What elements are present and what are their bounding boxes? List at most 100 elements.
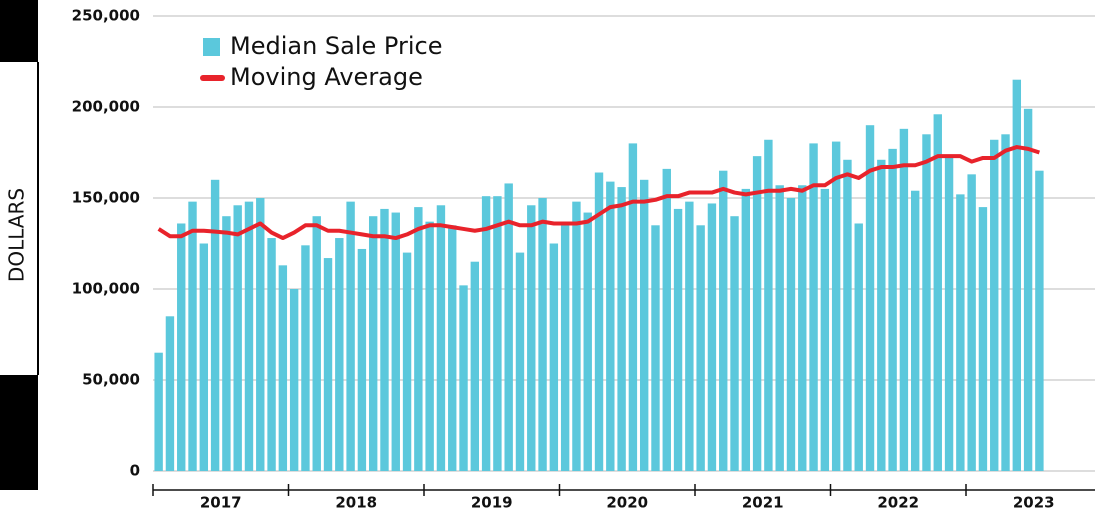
y-tick-label: 0 <box>130 462 140 480</box>
bar <box>730 216 739 471</box>
bar <box>798 185 807 471</box>
bar <box>402 252 412 471</box>
bar <box>696 225 705 471</box>
bar <box>210 179 220 472</box>
bar <box>809 143 818 471</box>
bar <box>504 183 513 471</box>
bar <box>933 114 942 471</box>
bar <box>922 134 931 472</box>
bar <box>368 216 378 471</box>
bar <box>1001 134 1010 472</box>
bar <box>233 205 242 471</box>
bar <box>312 216 321 471</box>
bar <box>1035 170 1044 471</box>
bar <box>199 243 209 471</box>
bar <box>470 261 480 471</box>
bar <box>391 212 400 471</box>
bar <box>865 125 875 471</box>
y-tick-label: 150,000 <box>72 189 140 207</box>
bar <box>831 141 841 471</box>
bar <box>594 172 604 471</box>
bar <box>414 207 423 471</box>
bar <box>436 205 446 471</box>
bar <box>188 201 197 471</box>
bar <box>752 156 762 471</box>
bar <box>617 187 626 471</box>
x-tick-label: 2018 <box>335 494 377 512</box>
bar <box>775 185 784 471</box>
bar <box>560 225 570 471</box>
bar <box>459 285 468 471</box>
x-tick-label: 2021 <box>742 494 784 512</box>
bar <box>639 179 649 472</box>
bar <box>1012 79 1022 471</box>
legend-label: Median Sale Price <box>230 32 442 60</box>
bar <box>956 194 965 472</box>
bar <box>990 139 999 471</box>
bar <box>786 198 796 471</box>
legend-label: Moving Average <box>230 63 423 91</box>
bar <box>854 223 863 471</box>
bar <box>267 238 276 471</box>
bar <box>910 190 920 471</box>
bar <box>244 201 254 471</box>
bar <box>493 196 502 471</box>
y-axis-label: DOLLARS <box>5 188 29 282</box>
bar <box>222 216 231 471</box>
bar <box>572 201 581 471</box>
bar <box>165 316 175 471</box>
x-tick-label: 2022 <box>877 494 919 512</box>
bar <box>978 207 988 471</box>
bar <box>346 201 355 471</box>
bar <box>662 168 671 471</box>
y-tick-label: 50,000 <box>82 371 140 389</box>
bar <box>628 143 638 471</box>
x-tick-label: 2019 <box>471 494 513 512</box>
x-tick-label: 2023 <box>1013 494 1055 512</box>
bar <box>425 221 434 471</box>
bar <box>606 181 615 471</box>
bar <box>843 159 852 471</box>
bar <box>278 265 288 471</box>
bar <box>527 205 536 471</box>
bar <box>357 248 367 471</box>
bar <box>289 289 299 471</box>
frame-edge <box>0 375 38 490</box>
bar <box>899 128 909 471</box>
bar <box>549 243 559 471</box>
bar <box>256 198 265 471</box>
y-tick-label: 200,000 <box>72 98 140 116</box>
bar <box>820 188 830 471</box>
bar <box>741 188 751 471</box>
bar <box>1023 108 1033 471</box>
bar <box>707 203 717 471</box>
bar <box>888 148 897 472</box>
bar <box>583 212 592 471</box>
bar <box>515 252 525 471</box>
y-tick-label: 250,000 <box>72 7 140 25</box>
frame-edge <box>0 0 38 62</box>
bar <box>177 223 186 471</box>
bar <box>481 196 491 471</box>
bar <box>877 159 886 471</box>
bar <box>538 198 547 471</box>
bar <box>301 245 310 471</box>
bar <box>651 225 660 471</box>
y-tick-label: 100,000 <box>72 280 140 298</box>
bar <box>448 225 457 471</box>
bar <box>673 208 683 472</box>
bar <box>719 170 728 471</box>
bar <box>323 258 333 471</box>
x-tick-label: 2017 <box>200 494 242 512</box>
bar <box>685 201 694 471</box>
bar <box>764 139 773 471</box>
x-tick-label: 2020 <box>606 494 648 512</box>
moving-average-line <box>157 145 1041 241</box>
bar <box>154 352 163 471</box>
legend-swatch <box>203 38 220 56</box>
bar <box>967 174 976 471</box>
bar <box>335 238 344 471</box>
bar <box>944 157 954 471</box>
bar <box>380 208 389 472</box>
